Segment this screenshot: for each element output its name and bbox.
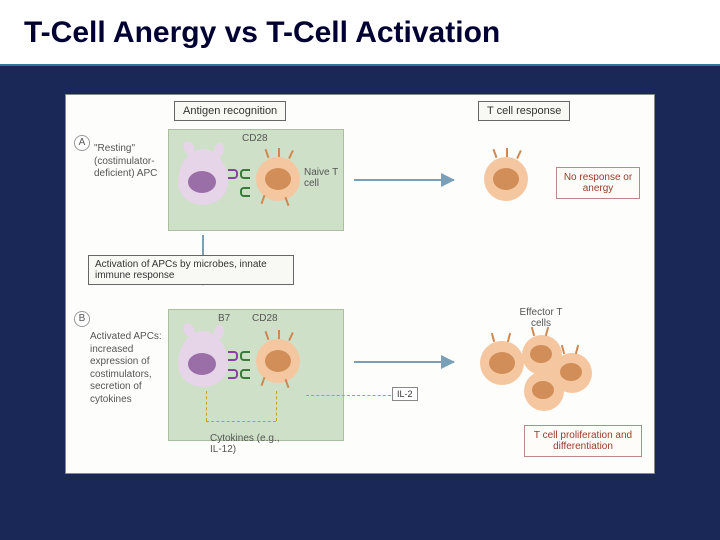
effector-tcell-4 xyxy=(524,371,564,411)
tcell-nucleus xyxy=(560,363,582,381)
apc-nucleus xyxy=(188,353,216,375)
cytokine-uptake-line xyxy=(276,391,277,421)
tcell-nucleus xyxy=(530,345,552,363)
b7-ligand-icon xyxy=(228,369,238,379)
panel-b-letter: B xyxy=(74,311,90,327)
effector-label: Effector T cells xyxy=(516,307,566,329)
il2-loop-line xyxy=(306,395,396,396)
tcell-nucleus xyxy=(493,168,519,190)
tcell-nucleus xyxy=(532,381,554,399)
cd28-receptor-icon xyxy=(240,187,250,197)
effector-tcell-1 xyxy=(480,341,524,385)
resting-apc-label: "Resting" (costimulator- deficient) APC xyxy=(94,143,166,181)
cytokine-secretion-line xyxy=(206,391,207,421)
header-antigen-recognition: Antigen recognition xyxy=(174,101,286,121)
cytokine-path-line xyxy=(206,421,276,422)
title-bar: T-Cell Anergy vs T-Cell Activation xyxy=(0,0,720,66)
cd28-label-a: CD28 xyxy=(242,133,268,144)
panel-a-letter: A xyxy=(74,135,90,151)
activated-tcell xyxy=(256,339,300,383)
tcr-b-icon xyxy=(240,351,250,361)
tcell-nucleus xyxy=(265,350,291,372)
outcome-anergy: No response or anergy xyxy=(556,167,640,199)
header-tcell-response: T cell response xyxy=(478,101,570,121)
tcell-nucleus xyxy=(489,352,515,374)
activated-apc-label: Activated APCs: increased expression of … xyxy=(90,331,168,406)
naive-tcell xyxy=(256,157,300,201)
mhc-peptide-b-icon xyxy=(228,351,238,361)
tcell-nucleus xyxy=(265,168,291,190)
cd28-b-icon xyxy=(240,369,250,379)
naive-tcell-label: Naive T cell xyxy=(304,167,344,189)
diagram-canvas: Antigen recognition T cell response A "R… xyxy=(65,94,655,474)
apc-activation-label: Activation of APCs by microbes, innate i… xyxy=(88,255,294,285)
cd28-label-b: CD28 xyxy=(252,313,278,324)
mhc-peptide-icon xyxy=(228,169,238,179)
b7-label: B7 xyxy=(218,313,230,324)
cytokines-label: Cytokines (e.g., IL-12) xyxy=(210,433,290,455)
arrow-b-icon xyxy=(354,361,454,363)
arrow-a-icon xyxy=(354,179,454,181)
tcr-icon xyxy=(240,169,250,179)
outcome-proliferation: T cell proliferation and differentiation xyxy=(524,425,642,457)
il2-label: IL-2 xyxy=(392,387,418,401)
apc-nucleus xyxy=(188,171,216,193)
anergic-tcell xyxy=(484,157,528,201)
page-title: T-Cell Anergy vs T-Cell Activation xyxy=(24,16,696,50)
